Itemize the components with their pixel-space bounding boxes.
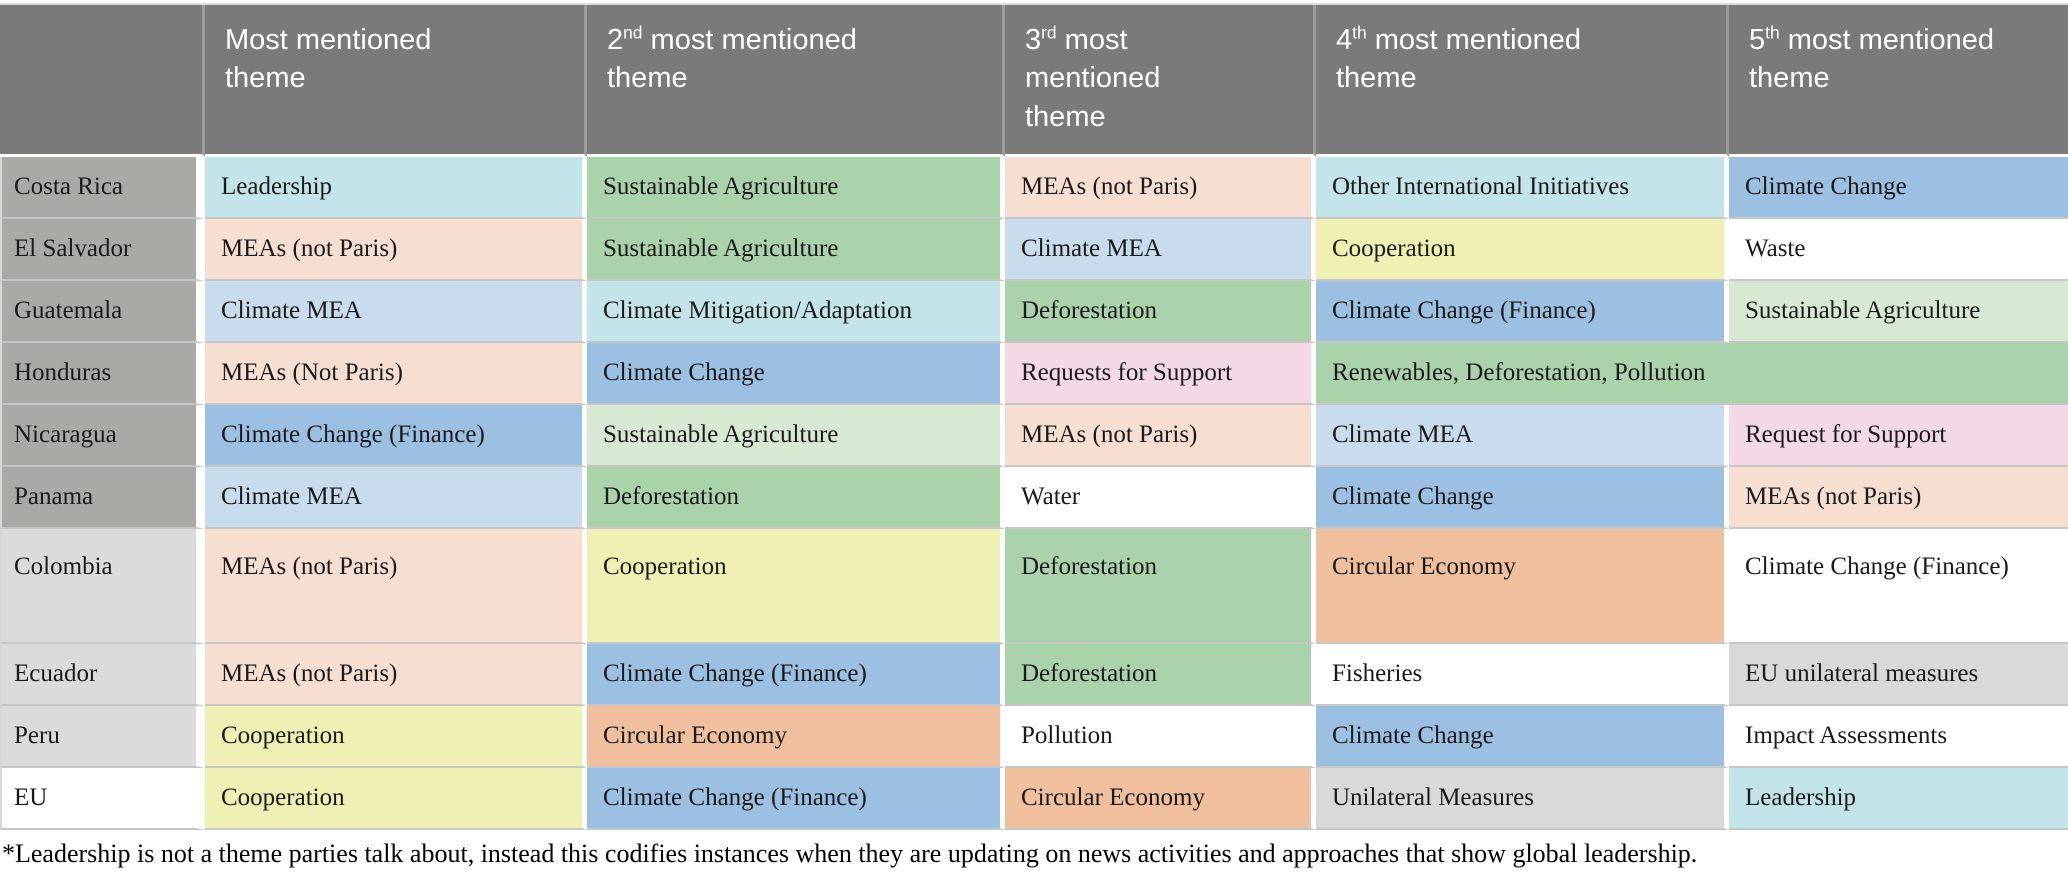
country-label: Honduras bbox=[0, 343, 205, 405]
theme-cell: Climate MEA bbox=[205, 281, 587, 343]
theme-cell: Climate Change (Finance) bbox=[1316, 281, 1729, 343]
country-label: Nicaragua bbox=[0, 405, 205, 467]
theme-cell: EU unilateral measures bbox=[1729, 644, 2068, 706]
header-rank-number: 5 bbox=[1749, 24, 1766, 56]
header-label: most mentioned theme bbox=[1336, 24, 1582, 95]
table-row: Colombia MEAs (not Paris) Cooperation Defor… bbox=[0, 529, 2068, 644]
table-row: Panama Climate MEA Deforestation Water Clima… bbox=[0, 467, 2068, 529]
theme-cell: Cooperation bbox=[587, 529, 1005, 644]
themes-table: Most mentioned theme 2nd most mentioned t… bbox=[0, 3, 2068, 830]
theme-cell: Climate Change (Finance) bbox=[587, 644, 1005, 706]
country-label: Costa Rica bbox=[0, 157, 205, 219]
table-row: Peru Cooperation Circular Economy Pollution… bbox=[0, 706, 2068, 768]
theme-cell: Leadership bbox=[1729, 768, 2068, 830]
theme-cell: Climate Change bbox=[1316, 467, 1729, 529]
theme-cell: Pollution bbox=[1005, 706, 1316, 768]
header-rank-ordinal-suffix: th bbox=[1765, 22, 1780, 43]
country-label: EU bbox=[0, 768, 205, 830]
theme-cell: Deforestation bbox=[1005, 281, 1316, 343]
table-row: Costa Rica Leadership Sustainable Agricult… bbox=[0, 157, 2068, 219]
theme-cell: Water bbox=[1005, 467, 1316, 529]
theme-cell: MEAs (not Paris) bbox=[205, 219, 587, 281]
theme-cell: Leadership bbox=[205, 157, 587, 219]
theme-cell: Climate Change bbox=[1729, 157, 2068, 219]
theme-cell: Climate MEA bbox=[1316, 405, 1729, 467]
theme-cell: Other International Initiatives bbox=[1316, 157, 1729, 219]
theme-cell: Climate Change (Finance) bbox=[587, 768, 1005, 830]
country-label: Guatemala bbox=[0, 281, 205, 343]
theme-cell: MEAs (not Paris) bbox=[1005, 405, 1316, 467]
country-label: El Salvador bbox=[0, 219, 205, 281]
theme-cell: Climate MEA bbox=[205, 467, 587, 529]
theme-cell: Sustainable Agriculture bbox=[587, 219, 1005, 281]
theme-cell: MEAs (not Paris) bbox=[1005, 157, 1316, 219]
theme-cell: Cooperation bbox=[205, 706, 587, 768]
header-label: Most mentioned theme bbox=[225, 24, 432, 95]
header-cell-rank-3: 3rd most mentioned theme bbox=[1005, 5, 1316, 157]
table-row: Honduras MEAs (Not Paris) Climate Change Re… bbox=[0, 343, 2068, 405]
table-row: El Salvador MEAs (not Paris) Sustainable A… bbox=[0, 219, 2068, 281]
theme-cell: Circular Economy bbox=[1005, 768, 1316, 830]
theme-cell: Climate Change bbox=[1316, 706, 1729, 768]
theme-cell: MEAs (Not Paris) bbox=[205, 343, 587, 405]
header-label: most mentioned theme bbox=[607, 24, 857, 95]
theme-cell: Cooperation bbox=[205, 768, 587, 830]
header-rank-number: 3 bbox=[1025, 24, 1042, 56]
header-cell-rank-5: 5th most mentioned theme bbox=[1729, 5, 2068, 157]
theme-cell: Unilateral Measures bbox=[1316, 768, 1729, 830]
theme-cell: Renewables, Deforestation, Pollution bbox=[1316, 343, 2068, 405]
theme-cell: Climate Change (Finance) bbox=[205, 405, 587, 467]
theme-cell: Fisheries bbox=[1316, 644, 1729, 706]
theme-cell: MEAs (not Paris) bbox=[205, 644, 587, 706]
header-rank-ordinal-suffix: nd bbox=[623, 22, 643, 43]
footnote: *Leadership is not a theme parties talk … bbox=[2, 839, 1698, 868]
table-row: Nicaragua Climate Change (Finance) Sustain… bbox=[0, 405, 2068, 467]
theme-cell: Climate MEA bbox=[1005, 219, 1316, 281]
table-row: Guatemala Climate MEA Climate Mitigation/A… bbox=[0, 281, 2068, 343]
header-corner-cell bbox=[0, 5, 205, 157]
theme-cell: MEAs (not Paris) bbox=[205, 529, 587, 644]
theme-cell: Sustainable Agriculture bbox=[587, 157, 1005, 219]
table-row: EU Cooperation Climate Change (Finance) Cir… bbox=[0, 768, 2068, 830]
theme-cell: Deforestation bbox=[1005, 644, 1316, 706]
table-row: Ecuador MEAs (not Paris) Climate Change (F… bbox=[0, 644, 2068, 706]
header-rank-number: 4 bbox=[1336, 24, 1353, 56]
theme-cell: Waste bbox=[1729, 219, 2068, 281]
header-rank-number: 2 bbox=[607, 24, 624, 56]
header-cell-rank-2: 2nd most mentioned theme bbox=[587, 5, 1005, 157]
theme-cell: Sustainable Agriculture bbox=[1729, 281, 2068, 343]
theme-cell: Circular Economy bbox=[587, 706, 1005, 768]
theme-cell: Deforestation bbox=[587, 467, 1005, 529]
theme-cell: Climate Change (Finance) bbox=[1729, 529, 2068, 644]
header-cell-rank-1: Most mentioned theme bbox=[205, 5, 587, 157]
theme-cell: Climate Mitigation/Adaptation bbox=[587, 281, 1005, 343]
theme-cell: Sustainable Agriculture bbox=[587, 405, 1005, 467]
country-label: Colombia bbox=[0, 529, 205, 644]
theme-cell: Requests for Support bbox=[1005, 343, 1316, 405]
theme-cell: Deforestation bbox=[1005, 529, 1316, 644]
theme-cell: Cooperation bbox=[1316, 219, 1729, 281]
country-label: Ecuador bbox=[0, 644, 205, 706]
theme-cell: Impact Assessments bbox=[1729, 706, 2068, 768]
mentioned-themes-table-figure: Most mentioned theme 2nd most mentioned t… bbox=[0, 3, 2068, 877]
theme-cell: MEAs (not Paris) bbox=[1729, 467, 2068, 529]
country-label: Panama bbox=[0, 467, 205, 529]
theme-cell: Climate Change bbox=[587, 343, 1005, 405]
header-label: most mentioned theme bbox=[1749, 24, 1995, 95]
country-label: Peru bbox=[0, 706, 205, 768]
header-cell-rank-4: 4th most mentioned theme bbox=[1316, 5, 1729, 157]
theme-cell: Circular Economy bbox=[1316, 529, 1729, 644]
header-rank-ordinal-suffix: th bbox=[1352, 22, 1367, 43]
theme-cell: Request for Support bbox=[1729, 405, 2068, 467]
header-label: most mentioned theme bbox=[1025, 24, 1161, 133]
header-row: Most mentioned theme 2nd most mentioned t… bbox=[0, 5, 2068, 157]
header-rank-ordinal-suffix: rd bbox=[1041, 22, 1057, 43]
